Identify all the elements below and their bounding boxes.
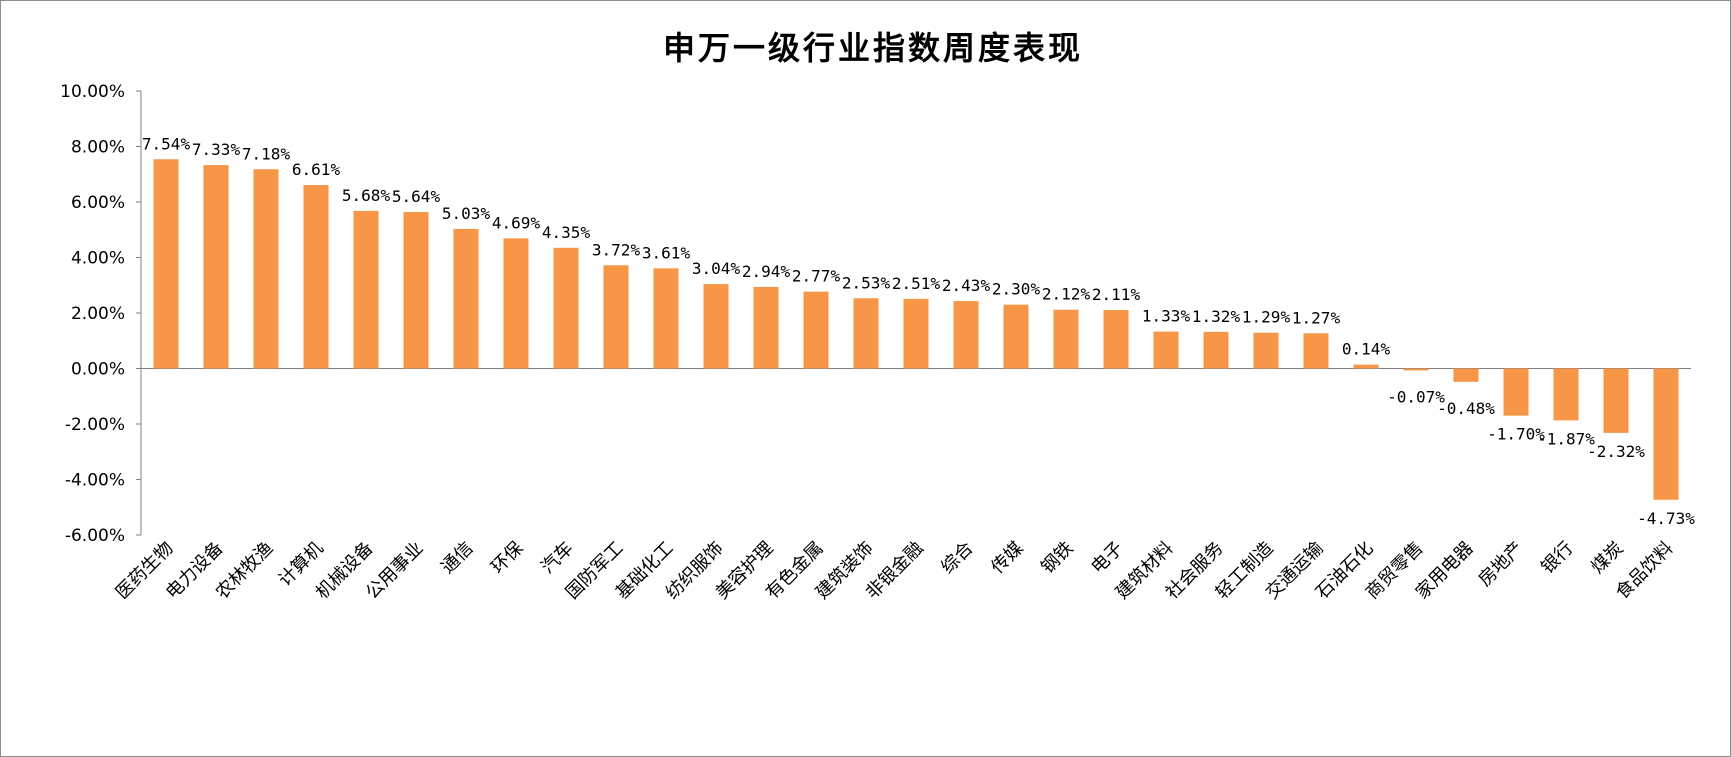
data-label: 7.18% (242, 144, 291, 163)
data-label: 2.94% (742, 262, 791, 281)
axes: 10.00% 8.00% 6.00% 4.00% 2.00% 0.00% -2.00% -4.… (60, 82, 1691, 546)
category-label: 通信 (437, 538, 477, 578)
data-label: 1.32% (1192, 307, 1241, 326)
data-label: 3.04% (692, 259, 741, 278)
y-tick-label: 4.00% (71, 249, 125, 269)
data-label: 2.30% (992, 280, 1041, 299)
bar (1453, 368, 1479, 382)
data-label: 6.61% (292, 160, 341, 179)
category-label: 传媒 (987, 538, 1027, 578)
bar (553, 247, 579, 369)
bar (1053, 309, 1079, 369)
y-tick-label: -6.00% (65, 526, 125, 546)
data-label: 1.29% (1242, 308, 1291, 327)
y-tick-label: 10.00% (60, 82, 125, 102)
bar (503, 238, 529, 369)
category-label: 综合 (937, 538, 977, 578)
data-label: -0.07% (1387, 387, 1445, 406)
data-label: 2.51% (892, 274, 941, 293)
data-label: -0.48% (1437, 399, 1495, 418)
bars (153, 159, 1679, 500)
bar (153, 159, 179, 369)
data-label: 1.27% (1292, 308, 1341, 327)
data-label: 2.11% (1092, 285, 1141, 304)
y-tick-label: -4.00% (65, 471, 125, 491)
bar (1003, 304, 1029, 369)
bar (1103, 309, 1129, 369)
data-label: 5.64% (392, 187, 441, 206)
bar (1653, 368, 1679, 500)
bar (1503, 368, 1529, 416)
data-label: 3.72% (592, 240, 641, 259)
data-label: 2.12% (1042, 285, 1091, 304)
data-label: -1.70% (1487, 425, 1545, 444)
bar (1203, 331, 1229, 369)
category-label: 钢铁 (1037, 538, 1077, 578)
category-label: 煤炭 (1587, 538, 1627, 578)
bar (653, 268, 679, 369)
data-label: 0.14% (1342, 340, 1391, 359)
bar (253, 169, 279, 369)
category-label: 电子 (1087, 538, 1127, 578)
bar (203, 165, 229, 369)
bar (1603, 368, 1629, 433)
data-label: 2.77% (792, 267, 841, 286)
data-label: 7.54% (142, 134, 191, 153)
category-label: 汽车 (537, 538, 577, 578)
data-label: 2.43% (942, 276, 991, 295)
bar (1153, 331, 1179, 369)
data-label: 4.35% (542, 223, 591, 242)
data-labels: 7.54% 7.33% 7.18%6.61%5.68% 5.64%5.03% 4.69%… (142, 134, 1695, 527)
bar (1553, 368, 1579, 421)
data-label: 2.53% (842, 273, 891, 292)
y-tick-label: 6.00% (71, 193, 125, 213)
bar (703, 284, 729, 369)
bar (853, 298, 879, 369)
data-label: -4.73% (1637, 509, 1695, 528)
category-label: 银行 (1537, 538, 1577, 578)
data-label: 1.33% (1142, 307, 1191, 326)
bar (903, 298, 929, 369)
y-tick-label: -2.00% (65, 415, 125, 435)
bar (353, 210, 379, 369)
data-label: 7.33% (192, 140, 241, 159)
y-tick-label: 2.00% (71, 304, 125, 324)
category-label: 房地产 (1475, 538, 1528, 591)
category-label: 环保 (487, 538, 527, 578)
bar (303, 185, 329, 369)
bar (1353, 364, 1379, 369)
data-label: 5.03% (442, 204, 491, 223)
bar (1403, 368, 1429, 371)
y-tick-label: 8.00% (71, 138, 125, 158)
bar (453, 228, 479, 369)
data-label: -1.87% (1537, 429, 1595, 448)
data-label: 3.61% (642, 243, 691, 262)
bar (803, 291, 829, 369)
bar (403, 211, 429, 369)
data-label: 4.69% (492, 213, 541, 232)
chart-title: 申万一级行业指数周度表现 (663, 29, 1083, 67)
bar (953, 301, 979, 369)
bar (753, 286, 779, 369)
data-label: 5.68% (342, 186, 391, 205)
data-label: -2.32% (1587, 442, 1645, 461)
bar (1303, 333, 1329, 369)
y-tick-label: 0.00% (71, 360, 125, 380)
bar (603, 265, 629, 369)
bar (1253, 332, 1279, 369)
